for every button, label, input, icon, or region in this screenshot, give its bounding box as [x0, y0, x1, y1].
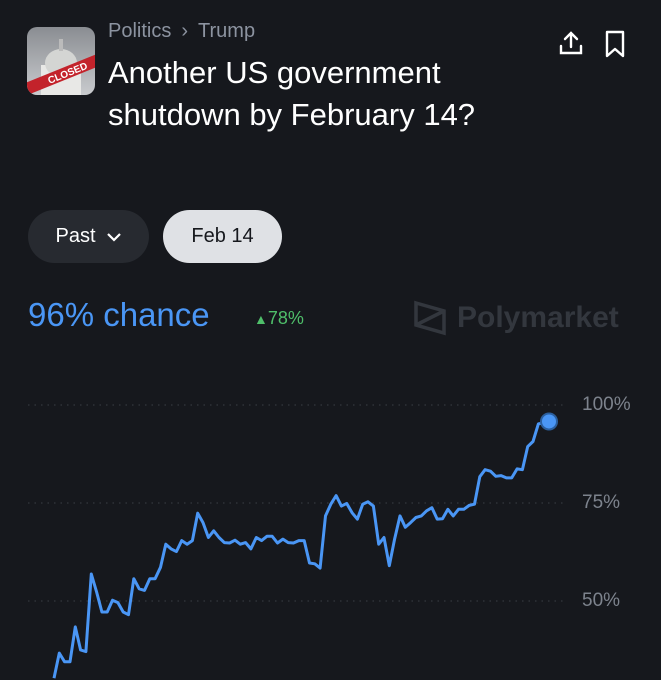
- triangle-up-icon: ▲: [254, 311, 268, 327]
- chance-value: 96% chance: [28, 296, 210, 333]
- range-dropdown[interactable]: Past: [28, 210, 149, 263]
- breadcrumb: Politics › Trump: [108, 20, 255, 43]
- market-title: Another US government shutdown by Februa…: [108, 55, 476, 132]
- bookmark-icon[interactable]: [604, 30, 626, 63]
- price-line: [52, 420, 550, 679]
- chevron-right-icon: ›: [181, 20, 189, 42]
- current-point: [540, 412, 558, 431]
- breadcrumb-category[interactable]: Politics: [108, 20, 172, 42]
- date-filter-feb-14[interactable]: Feb 14: [163, 210, 282, 263]
- chevron-down-icon: [106, 232, 121, 242]
- price-chart: [28, 404, 565, 679]
- ytick-label: 75%: [582, 492, 621, 513]
- polymarket-watermark: Polymarket: [413, 300, 619, 336]
- chance-change: ▲78%: [254, 308, 304, 328]
- breadcrumb-subcategory[interactable]: Trump: [198, 20, 256, 42]
- share-icon[interactable]: [558, 30, 584, 61]
- range-label: Past: [55, 225, 96, 247]
- ytick-label: 50%: [582, 590, 621, 611]
- polymarket-logo-icon: [414, 300, 446, 336]
- market-thumbnail: CLOSED: [27, 27, 95, 95]
- ytick-label: 100%: [582, 394, 631, 415]
